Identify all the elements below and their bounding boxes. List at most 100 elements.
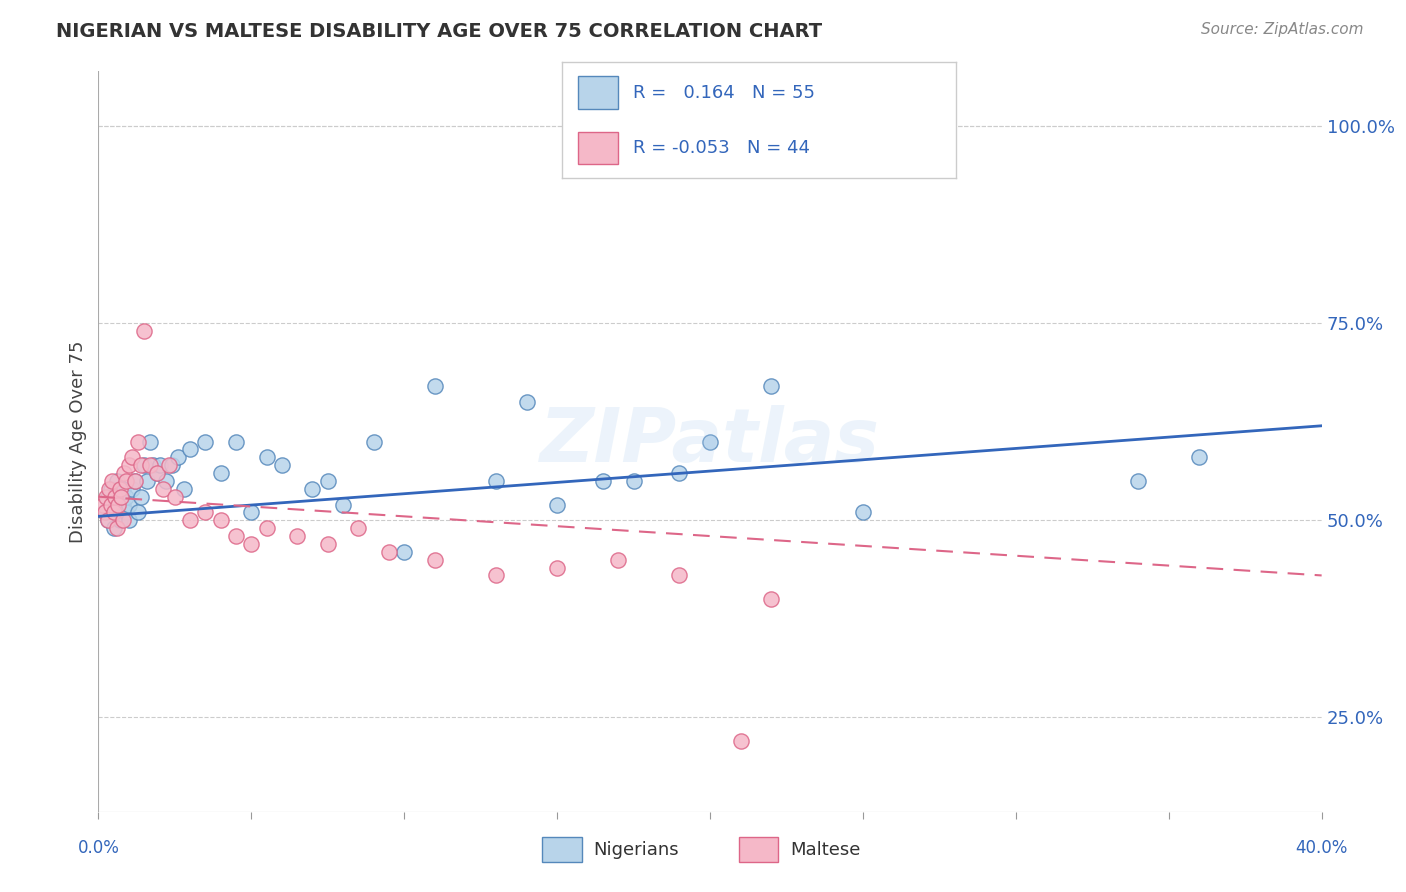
Point xyxy=(160,458,183,472)
Point xyxy=(121,450,143,465)
Point xyxy=(145,466,167,480)
Point xyxy=(103,521,125,535)
Y-axis label: Disability Age Over 75: Disability Age Over 75 xyxy=(69,340,87,543)
Point xyxy=(112,466,135,480)
Point xyxy=(316,537,339,551)
Point xyxy=(485,568,508,582)
Point xyxy=(139,434,162,449)
Point xyxy=(108,490,131,504)
Point xyxy=(392,545,416,559)
Point xyxy=(155,474,177,488)
Point xyxy=(118,498,141,512)
Point xyxy=(115,474,138,488)
Point xyxy=(124,474,146,488)
Point xyxy=(136,474,159,488)
Point xyxy=(97,490,120,504)
Point xyxy=(332,498,354,512)
Text: Maltese: Maltese xyxy=(790,840,860,859)
Point xyxy=(194,505,217,519)
Point xyxy=(134,324,156,338)
Point xyxy=(668,568,690,582)
Point xyxy=(104,490,127,504)
Point xyxy=(100,498,122,512)
Point xyxy=(97,513,120,527)
Point xyxy=(730,734,752,748)
Point xyxy=(623,474,645,488)
Bar xyxy=(740,838,779,862)
Point xyxy=(485,474,508,488)
Point xyxy=(378,545,401,559)
Point xyxy=(103,490,125,504)
Point xyxy=(209,513,232,527)
Point xyxy=(285,529,308,543)
Point xyxy=(139,458,162,472)
Point xyxy=(516,395,538,409)
Point xyxy=(111,482,134,496)
Point xyxy=(110,490,132,504)
Point xyxy=(363,434,385,449)
Point xyxy=(347,521,370,535)
Bar xyxy=(578,132,617,164)
Point xyxy=(108,482,131,496)
Point xyxy=(179,513,201,527)
Point xyxy=(127,505,149,519)
Point xyxy=(118,458,141,472)
Text: R = -0.053   N = 44: R = -0.053 N = 44 xyxy=(633,139,810,157)
Point xyxy=(145,466,167,480)
Point xyxy=(546,498,568,512)
Point xyxy=(115,490,138,504)
Text: 0.0%: 0.0% xyxy=(77,839,120,857)
Point xyxy=(167,450,190,465)
Point xyxy=(142,458,165,472)
Point xyxy=(301,482,323,496)
Text: NIGERIAN VS MALTESE DISABILITY AGE OVER 75 CORRELATION CHART: NIGERIAN VS MALTESE DISABILITY AGE OVER … xyxy=(56,22,823,41)
Point xyxy=(194,434,217,449)
Point xyxy=(94,490,117,504)
Point xyxy=(100,482,122,496)
Point xyxy=(699,434,721,449)
Point xyxy=(423,379,446,393)
Point xyxy=(1188,450,1211,465)
Point xyxy=(179,442,201,457)
Point xyxy=(124,474,146,488)
Point xyxy=(127,434,149,449)
Point xyxy=(256,450,278,465)
Text: 40.0%: 40.0% xyxy=(1295,839,1348,857)
Point xyxy=(163,490,186,504)
Point xyxy=(270,458,294,472)
Point xyxy=(111,513,134,527)
Point xyxy=(149,458,172,472)
Bar xyxy=(543,838,582,862)
Point xyxy=(152,482,174,496)
Point xyxy=(225,434,247,449)
Point xyxy=(209,466,232,480)
Point xyxy=(134,458,156,472)
Point xyxy=(98,482,121,496)
Point xyxy=(115,505,138,519)
Point xyxy=(93,505,115,519)
Point xyxy=(1128,474,1150,488)
Point xyxy=(157,458,180,472)
Point xyxy=(852,505,875,519)
Point xyxy=(100,498,122,512)
Point xyxy=(93,505,115,519)
Point xyxy=(607,552,630,566)
Text: Nigerians: Nigerians xyxy=(593,840,679,859)
Point xyxy=(129,458,152,472)
Point xyxy=(107,498,129,512)
Point xyxy=(225,529,247,543)
Point xyxy=(97,513,120,527)
Point xyxy=(105,474,128,488)
Point xyxy=(105,505,128,519)
Point xyxy=(129,490,152,504)
Point xyxy=(240,505,263,519)
Point xyxy=(105,521,128,535)
Point xyxy=(761,379,783,393)
Point xyxy=(592,474,614,488)
Point xyxy=(121,482,143,496)
Bar xyxy=(578,77,617,109)
Point xyxy=(668,466,690,480)
Point xyxy=(108,513,131,527)
Text: Source: ZipAtlas.com: Source: ZipAtlas.com xyxy=(1201,22,1364,37)
Point xyxy=(316,474,339,488)
